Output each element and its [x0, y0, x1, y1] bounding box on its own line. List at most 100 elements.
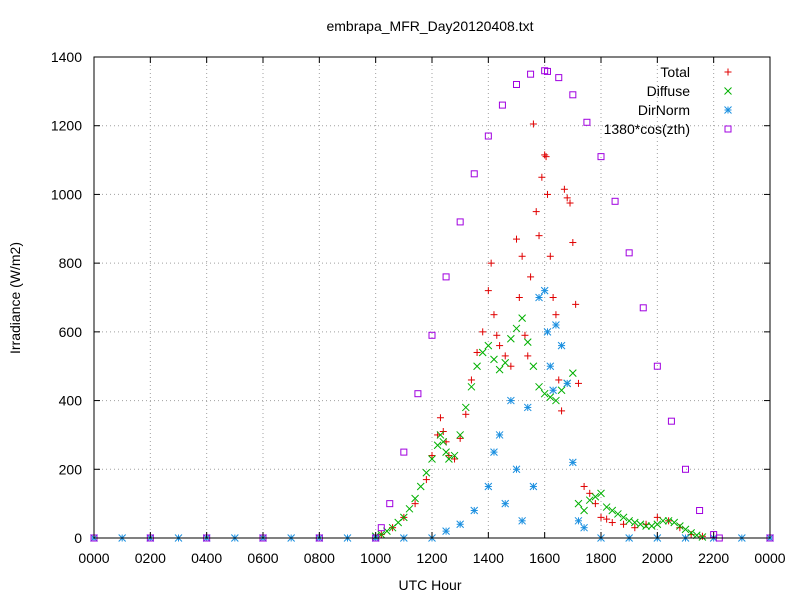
data-point: [543, 328, 552, 336]
data-point: [507, 396, 515, 405]
data-point: [422, 468, 431, 477]
data-point: [428, 331, 436, 339]
data-point: [416, 482, 425, 491]
data-point: [456, 434, 464, 442]
data-point: [549, 386, 557, 395]
data-point: [568, 458, 577, 467]
data-point: [647, 522, 656, 530]
data-point: [614, 510, 622, 518]
x-axis-title: UTC Hour: [398, 577, 461, 593]
data-point: [557, 341, 566, 350]
data-point: [585, 496, 594, 505]
data-point: [555, 376, 563, 384]
y-tick-label: 1200: [51, 118, 82, 134]
legend-item: Diffuse: [647, 83, 732, 99]
data-point: [560, 185, 568, 193]
data-point: [512, 465, 521, 474]
data-point: [479, 328, 487, 336]
data-point: [456, 431, 465, 439]
y-tick-label: 1000: [51, 186, 82, 202]
data-point: [630, 518, 639, 527]
data-point: [549, 294, 557, 301]
legend-marker: [724, 125, 732, 133]
y-tick-label: 800: [59, 255, 83, 271]
data-point: [399, 513, 408, 522]
data-point: [543, 190, 551, 198]
data-point: [603, 515, 611, 523]
x-tick-label: 1200: [416, 550, 447, 566]
data-point: [428, 452, 436, 460]
data-point: [608, 506, 617, 515]
data-point: [602, 503, 611, 511]
grid-layer: [94, 57, 770, 538]
data-point: [670, 518, 679, 527]
x-tick-label: 2200: [698, 550, 729, 566]
data-point: [696, 507, 704, 515]
data-point: [456, 520, 465, 529]
data-point: [558, 407, 566, 415]
data-point: [538, 173, 546, 181]
data-point: [422, 476, 430, 484]
x-tick-label: 1000: [360, 550, 391, 566]
data-point: [495, 365, 504, 374]
data-point: [467, 382, 476, 391]
data-point: [529, 120, 537, 128]
data-point: [572, 300, 580, 308]
data-point: [580, 523, 588, 532]
data-point: [681, 525, 690, 534]
data-point: [518, 516, 526, 525]
data-point: [442, 448, 450, 456]
data-point: [636, 520, 645, 529]
data-point: [653, 362, 661, 370]
data-point: [386, 500, 394, 508]
data-point: [619, 513, 628, 522]
y-tick-label: 0: [74, 530, 82, 546]
data-point: [473, 362, 481, 371]
data-point: [555, 74, 563, 82]
data-point: [501, 499, 510, 508]
data-point: [543, 67, 551, 75]
data-point: [574, 516, 583, 525]
data-point: [557, 386, 566, 395]
x-tick-label: 1400: [473, 550, 504, 566]
data-point: [428, 455, 436, 463]
data-point: [495, 431, 504, 439]
data-point: [535, 382, 543, 391]
data-point: [642, 522, 650, 530]
data-point: [442, 273, 450, 281]
data-point: [535, 232, 543, 240]
data-point: [461, 403, 470, 412]
legend-label: DirNorm: [638, 102, 690, 118]
data-point: [583, 118, 591, 126]
data-point: [540, 389, 549, 398]
data-point: [490, 311, 498, 319]
data-point: [436, 431, 445, 439]
data-point: [667, 417, 675, 425]
data-point: [496, 342, 504, 350]
series-3: [90, 67, 774, 542]
data-point: [625, 516, 634, 525]
data-point: [563, 379, 572, 388]
x-tick-label: 0600: [247, 550, 278, 566]
data-point: [484, 482, 493, 491]
data-point: [676, 522, 684, 530]
data-point: [411, 500, 419, 508]
legend-label: 1380*cos(zth): [604, 121, 690, 137]
y-tick-label: 400: [59, 393, 83, 409]
series-1: [371, 314, 707, 541]
x-tick-label: 2000: [642, 550, 673, 566]
data-point: [470, 506, 479, 515]
data-point: [478, 348, 487, 357]
data-point: [541, 151, 549, 159]
data-point: [529, 362, 538, 371]
data-point: [639, 304, 647, 312]
data-point: [411, 494, 419, 503]
data-point: [540, 286, 549, 295]
y-tick-label: 200: [59, 461, 83, 477]
data-point: [442, 527, 450, 535]
data-point: [445, 455, 453, 463]
data-point: [513, 235, 520, 243]
legend-marker: [724, 68, 732, 76]
